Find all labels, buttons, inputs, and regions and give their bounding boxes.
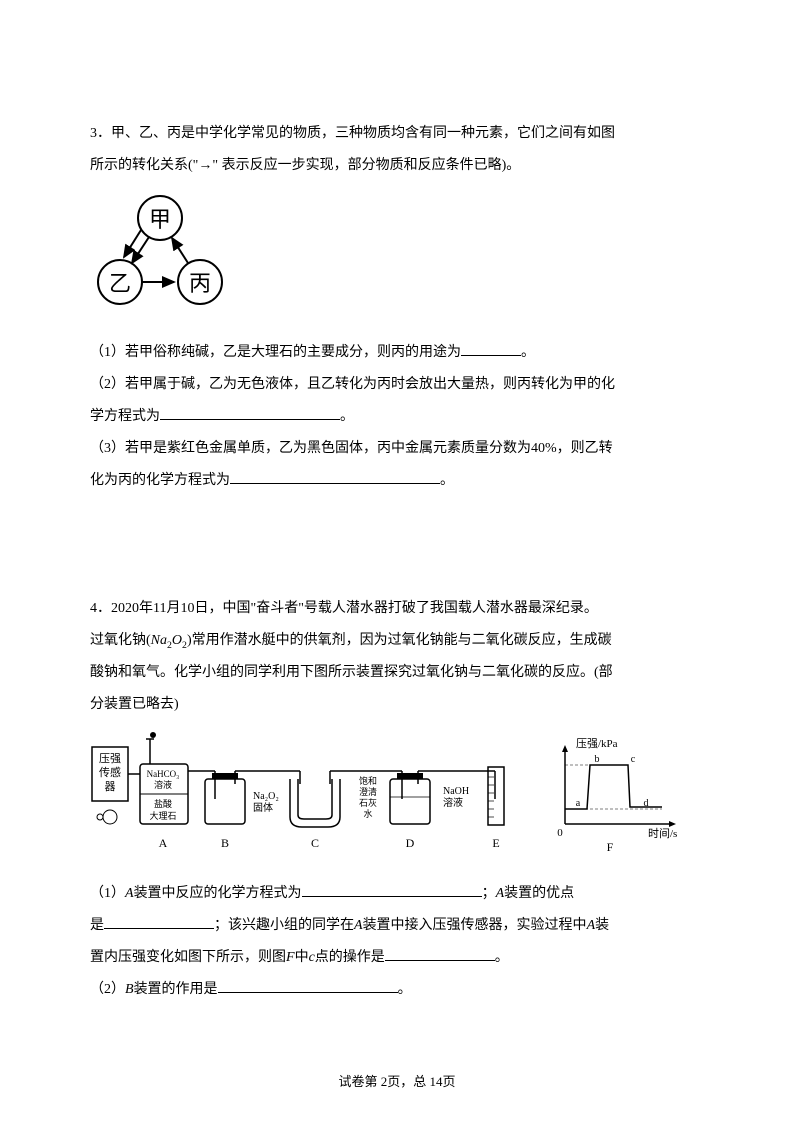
letter-a: A bbox=[159, 836, 168, 850]
q4-p1b-i: A bbox=[354, 918, 363, 933]
q4-p1c-mid2: 点的操作是 bbox=[315, 950, 385, 965]
a-lower1: 盐酸 bbox=[154, 798, 172, 809]
sensor-l1: 压强 bbox=[99, 752, 121, 765]
q4-part2: （2）B装置的作用是 。 bbox=[90, 976, 704, 1004]
q3-prompt-line1: 3．甲、乙、丙是中学化学常见的物质，三种物质均含有同一种元素，它们之间有如图 bbox=[90, 120, 704, 148]
q4-p1a-pre: （1） bbox=[90, 886, 125, 901]
svg-text:0: 0 bbox=[557, 827, 563, 839]
sensor-l2: 传感 bbox=[99, 766, 121, 779]
q4-p2-end: 。 bbox=[398, 982, 412, 997]
q4-p2-post: )常用作潜水艇中的供氧剂，因为过氧化钠能与二氧化碳反应，生成碳 bbox=[187, 633, 612, 648]
q3-triangle-diagram: 甲 乙 丙 bbox=[90, 190, 704, 321]
c-l3: 石灰 bbox=[359, 797, 377, 808]
letter-c: C bbox=[311, 836, 319, 850]
node-jia: 甲 bbox=[149, 207, 171, 232]
q4-p2-i: B bbox=[125, 982, 134, 997]
q4-prompt-line3: 酸钠和氧气。化学小组的同学利用下图所示装置探究过氧化钠与二氧化碳的反应。(部 bbox=[90, 659, 704, 687]
b-label2: 固体 bbox=[253, 802, 273, 814]
q4-formula-o: O bbox=[172, 633, 182, 648]
c-l2: 澄清 bbox=[359, 786, 377, 797]
letter-b: B bbox=[221, 836, 229, 850]
q4-prompt-line4: 分装置已略去) bbox=[90, 691, 704, 719]
node-yi: 乙 bbox=[109, 271, 131, 296]
q3-part3-line1: （3）若甲是紫红色金属单质，乙为黑色固体，丙中金属元素质量分数为40%，则乙转 bbox=[90, 435, 704, 463]
c-l4: 水 bbox=[363, 808, 372, 819]
q4-p1a-mid: 装置中反应的化学方程式为 bbox=[134, 886, 302, 901]
q3-part2-line2: 学方程式为 。 bbox=[90, 403, 704, 431]
d-label: NaOH bbox=[443, 786, 469, 797]
a-upper1: NaHCO₃ bbox=[147, 769, 180, 779]
q3-part2-end: 。 bbox=[340, 409, 354, 424]
q4-p1c-end: 。 bbox=[495, 950, 509, 965]
page-footer: 试卷第 2页，总 14页 bbox=[0, 1069, 794, 1095]
q3-part3b-text: 化为丙的化学方程式为 bbox=[90, 473, 230, 488]
q3-part1-text: （1）若甲俗称纯碱，乙是大理石的主要成分，则丙的用途为 bbox=[90, 345, 461, 360]
letter-e: E bbox=[492, 836, 499, 850]
q4-apparatus-diagram: 压强 传感 器 NaHCO₃ 溶液 盐酸 大理石 A Na₂O₂ 固体 B C … bbox=[90, 729, 704, 870]
q4-p2-mid: 装置的作用是 bbox=[134, 982, 218, 997]
q4-part1c: 置内压强变化如图下所示，则图F中c点的操作是。 bbox=[90, 944, 704, 972]
blank-5 bbox=[104, 913, 214, 930]
q4-prompt-line2: 过氧化钠(Na2O2)常用作潜水艇中的供氧剂，因为过氧化钠能与二氧化碳反应，生成… bbox=[90, 627, 704, 655]
q4-p1b-mid: ；该兴趣小组的同学在 bbox=[214, 918, 354, 933]
b-label: Na₂O₂ bbox=[253, 791, 279, 802]
q4-p2-pre2: （2） bbox=[90, 982, 125, 997]
q3-part1: （1）若甲俗称纯碱，乙是大理石的主要成分，则丙的用途为 。 bbox=[90, 339, 704, 367]
q4-p1b-i2: A bbox=[587, 918, 596, 933]
q3-prompt-line2: 所示的转化关系("→" 表示反应一步实现，部分物质和反应条件已略)。 bbox=[90, 152, 704, 180]
blank-1 bbox=[461, 339, 521, 356]
q4-p1b-mid2: 装置中接入压强传感器，实验过程中 bbox=[363, 918, 587, 933]
q4-p1b-post: 装 bbox=[595, 918, 609, 933]
pt-a: a bbox=[576, 798, 581, 809]
blank-7 bbox=[218, 977, 398, 994]
letter-f: F bbox=[607, 840, 614, 854]
letter-d: D bbox=[406, 836, 415, 850]
graph-ylabel: 压强/kPa bbox=[576, 737, 618, 750]
pt-b: b bbox=[595, 754, 600, 765]
pt-c: c bbox=[631, 754, 636, 765]
c-l1: 饱和 bbox=[359, 775, 377, 786]
blank-3 bbox=[230, 467, 440, 484]
pt-d: d bbox=[644, 798, 649, 809]
d-label2: 溶液 bbox=[443, 796, 463, 809]
q4-prompt-line1: 4．2020年11月10日，中国"奋斗者"号载人潜水器打破了我国载人潜水器最深纪… bbox=[90, 595, 704, 623]
q3-part2-line1: （2）若甲属于碱，乙为无色液体，且乙转化为丙时会放出大量热，则丙转化为甲的化 bbox=[90, 371, 704, 399]
q4-p1a-post: 装置的优点 bbox=[504, 886, 574, 901]
q4-part1a: （1）A装置中反应的化学方程式为；A装置的优点 bbox=[90, 880, 704, 908]
q4-part1b: 是；该兴趣小组的同学在A装置中接入压强传感器，实验过程中A装 bbox=[90, 912, 704, 940]
q3-part3-end: 。 bbox=[440, 473, 454, 488]
graph-xlabel: 时间/s bbox=[648, 827, 677, 840]
q4-p1b-pre: 是 bbox=[90, 918, 104, 933]
node-bing: 丙 bbox=[189, 271, 211, 296]
q3-part2b-text: 学方程式为 bbox=[90, 409, 160, 424]
q4-p1a-i2: A bbox=[496, 886, 505, 901]
q4-p1c-i: F bbox=[286, 950, 295, 965]
q3-part1-end: 。 bbox=[521, 345, 535, 360]
sensor-l3: 器 bbox=[105, 780, 116, 793]
a-lower2: 大理石 bbox=[149, 810, 176, 821]
blank-6 bbox=[385, 945, 495, 962]
blank-2 bbox=[160, 403, 340, 420]
a-upper2: 溶液 bbox=[154, 779, 172, 790]
blank-4 bbox=[302, 881, 482, 898]
q4-p1a-mid2: ； bbox=[482, 886, 496, 901]
q4-p2-pre: 过氧化钠( bbox=[90, 633, 151, 648]
q4-p1a-i: A bbox=[125, 886, 134, 901]
q4-formula-na: Na bbox=[151, 633, 167, 648]
q3-part3-line2: 化为丙的化学方程式为 。 bbox=[90, 467, 704, 495]
q4-p1c-mid: 中 bbox=[295, 950, 309, 965]
q4-p1c-pre: 置内压强变化如图下所示，则图 bbox=[90, 950, 286, 965]
